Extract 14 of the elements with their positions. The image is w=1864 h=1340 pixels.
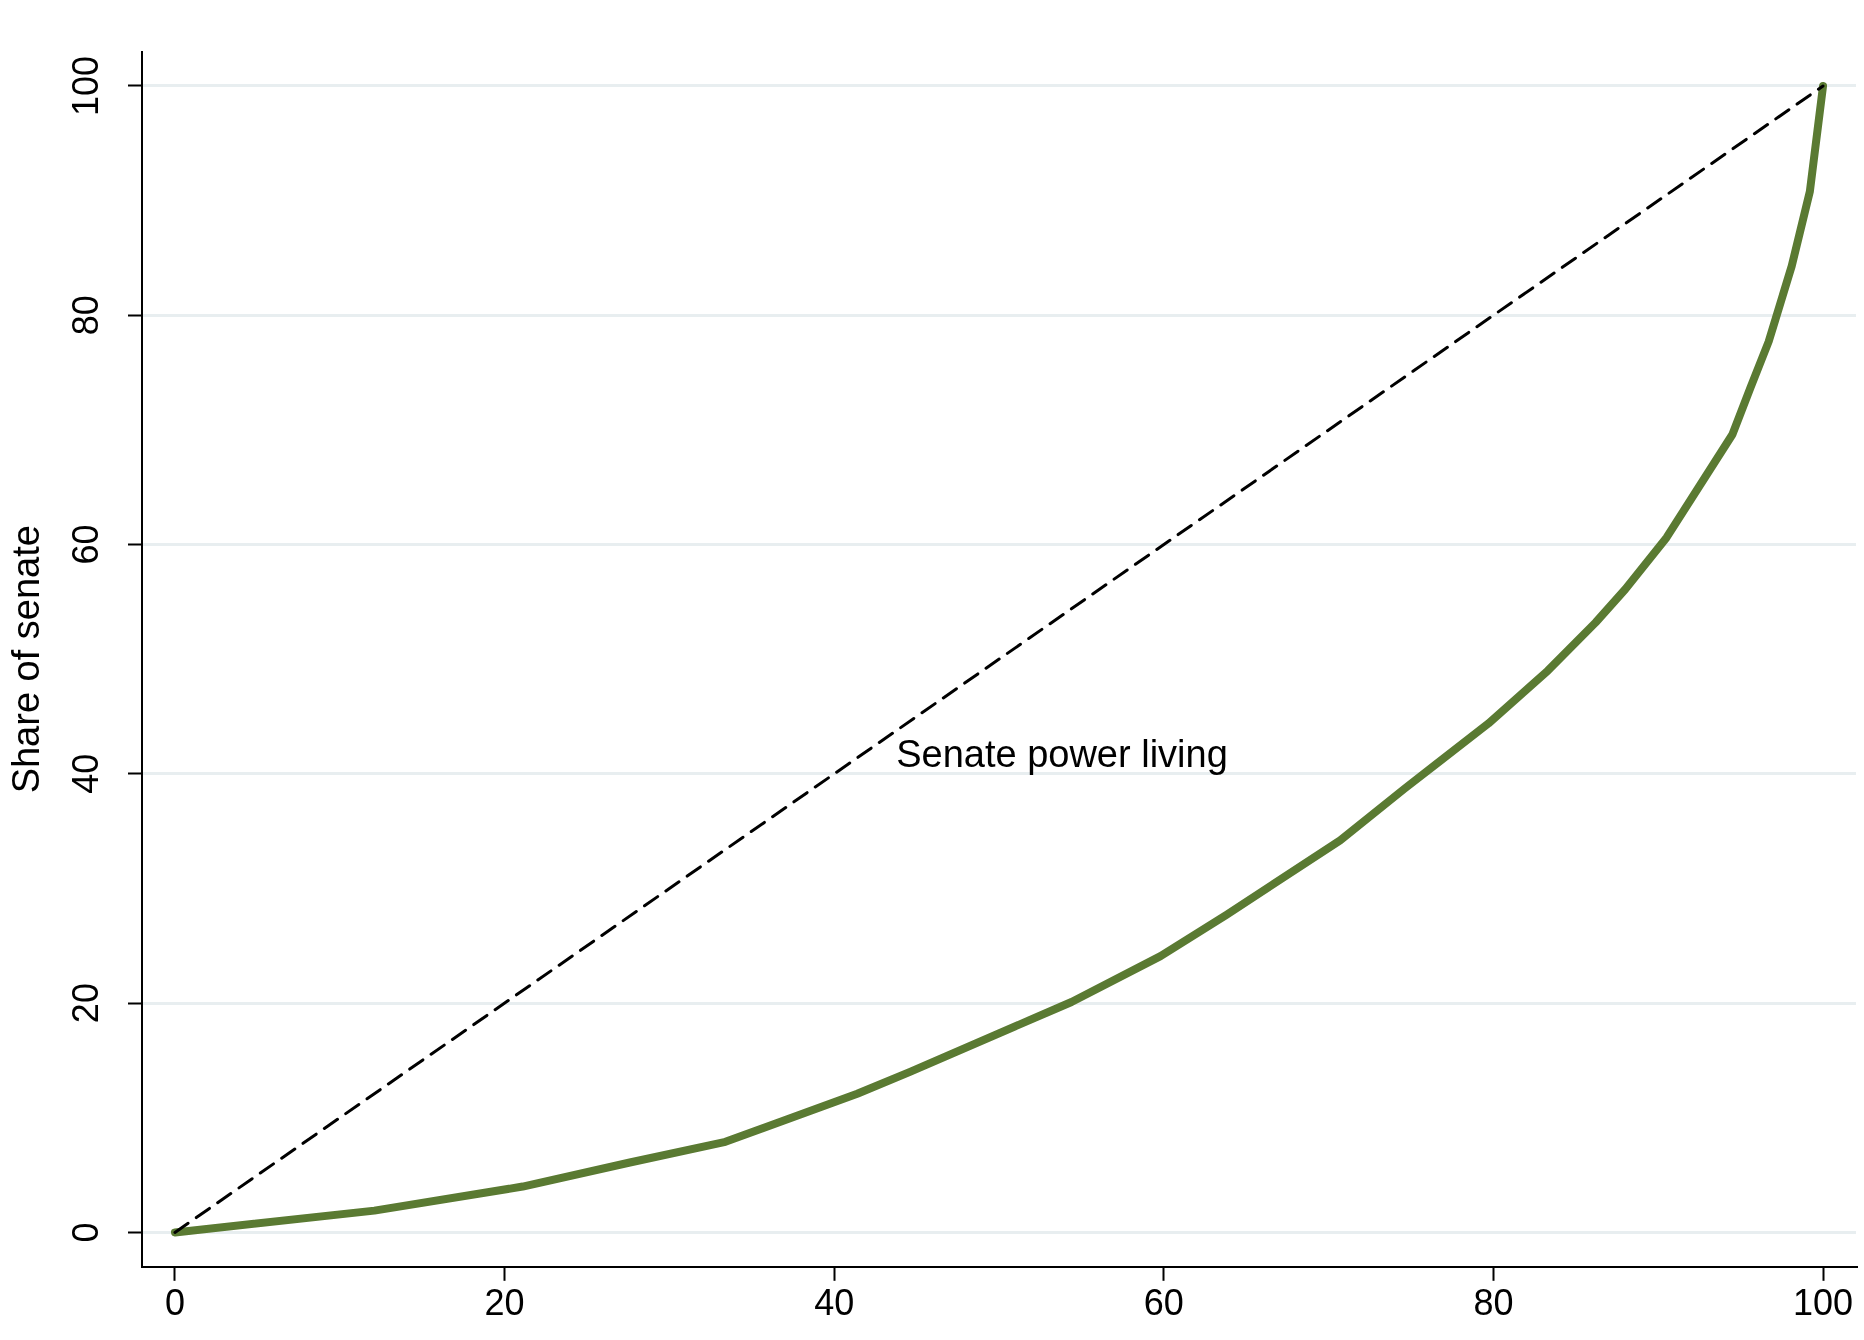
y-tick-label: 40 xyxy=(64,753,106,794)
x-tick-label: 100 xyxy=(1793,1282,1854,1324)
y-axis-title: Share of senate xyxy=(5,525,48,794)
x-tick-label: 80 xyxy=(1473,1282,1514,1324)
x-tick-label: 0 xyxy=(164,1282,185,1324)
x-tick-label: 40 xyxy=(814,1282,855,1324)
x-tick-label: 20 xyxy=(484,1282,525,1324)
y-tick-label: 80 xyxy=(64,295,106,336)
y-tick-label: 20 xyxy=(64,983,106,1024)
y-tick-label: 60 xyxy=(64,524,106,565)
annotation: Senate power living xyxy=(896,732,1228,775)
y-tick-label: 100 xyxy=(64,55,106,117)
x-tick-label: 60 xyxy=(1143,1282,1184,1324)
y-tick-label: 0 xyxy=(64,1222,106,1243)
